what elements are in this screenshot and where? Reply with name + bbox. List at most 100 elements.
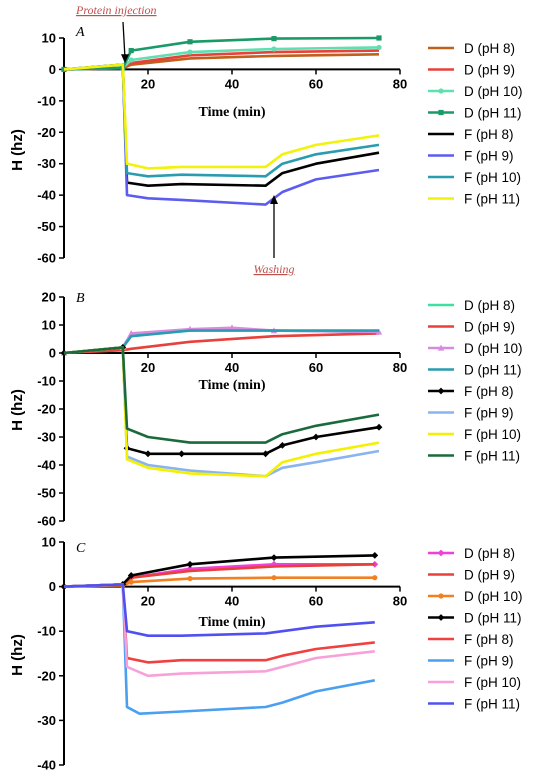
legend-label: D (pH 9) — [464, 568, 515, 583]
x-tick-label: 80 — [393, 76, 407, 91]
x-axis-label: Time (min) — [198, 378, 265, 393]
series-line — [63, 346, 380, 478]
series-line — [63, 63, 380, 170]
legend-label: F (pH 9) — [464, 406, 514, 421]
series-line — [63, 554, 375, 588]
series-f-ph-11- — [63, 63, 380, 170]
x-tick-label: 60 — [309, 594, 323, 609]
x-axis-label: Time (min) — [198, 615, 265, 630]
legend-label: F (pH 8) — [464, 127, 514, 142]
y-tick-label: -60 — [37, 251, 56, 266]
y-tick-label: 0 — [49, 579, 56, 594]
chart-panel-a: 10 0 -10 -20 -30 -40 -50 -60 20 40 60 80 Time (min) H… — [9, 3, 523, 276]
legend-label: D (pH 10) — [464, 84, 523, 99]
legend-label: D (pH 9) — [464, 320, 515, 335]
data-point — [128, 47, 134, 54]
legend-label: F (pH 11) — [464, 697, 520, 712]
annotation-arrowhead — [121, 54, 129, 64]
series-f-ph-10- — [63, 583, 375, 678]
y-tick-label: -60 — [37, 514, 56, 529]
x-tick-label: 20 — [141, 360, 155, 375]
data-point — [178, 450, 185, 458]
data-point — [271, 575, 277, 581]
y-axis-label: H (hz) — [9, 389, 26, 431]
legend-label: F (pH 10) — [464, 170, 521, 185]
data-point — [312, 433, 320, 441]
x-tick-label: 80 — [393, 360, 407, 375]
data-point — [187, 39, 193, 45]
data-point — [128, 579, 134, 585]
panel-letter: C — [76, 541, 86, 556]
series-line — [63, 583, 376, 715]
series-line — [63, 583, 375, 678]
annotation-arrowhead — [270, 195, 278, 204]
legend-marker — [438, 109, 444, 116]
data-point — [271, 46, 277, 52]
series-f-ph-10- — [63, 63, 380, 178]
y-tick-label: -20 — [37, 125, 56, 140]
legend-label: F (pH 9) — [464, 654, 514, 669]
y-axis-label: H (hz) — [9, 634, 26, 676]
data-point — [271, 36, 277, 42]
data-point — [128, 57, 134, 63]
data-point — [375, 423, 383, 431]
series-f-ph-11- — [63, 583, 375, 637]
legend-label: F (pH 8) — [464, 632, 514, 647]
y-tick-label: -40 — [37, 758, 56, 773]
y-tick-label: -50 — [37, 486, 56, 501]
data-point — [376, 35, 382, 41]
legend-marker — [437, 387, 445, 395]
legend-label: F (pH 10) — [464, 675, 521, 690]
x-tick-label: 40 — [225, 594, 239, 609]
series-line — [63, 346, 380, 444]
data-point — [376, 44, 382, 51]
y-tick-label: -10 — [37, 374, 56, 389]
y-tick-label: -20 — [37, 668, 56, 683]
legend-label: F (pH 11) — [464, 449, 520, 464]
annotation-arrow — [122, 21, 126, 59]
annotation-protein-injection: Protein injection — [75, 3, 157, 17]
series-line — [63, 346, 380, 456]
series-f-ph-11- — [63, 346, 380, 444]
legend-marker — [438, 593, 444, 599]
y-tick-label: -10 — [37, 624, 56, 639]
series-line — [63, 583, 375, 637]
data-point — [279, 442, 286, 449]
legend-label: D (pH 8) — [464, 546, 515, 561]
series-line — [63, 36, 380, 71]
y-tick-label: 20 — [42, 290, 56, 305]
y-tick-label: -30 — [37, 713, 56, 728]
panel-letter: A — [75, 25, 85, 40]
series-f-ph-10- — [63, 346, 380, 478]
data-point — [186, 560, 194, 568]
y-tick-label: 10 — [42, 31, 56, 46]
legend-label: D (pH 10) — [464, 589, 523, 604]
data-point — [61, 66, 67, 73]
series-f-ph-9- — [63, 583, 376, 715]
series-line — [63, 63, 380, 178]
x-axis-label: Time (min) — [198, 105, 265, 120]
y-tick-label: -40 — [37, 458, 56, 473]
legend-label: D (pH 11) — [464, 363, 522, 378]
y-tick-label: 10 — [42, 535, 56, 550]
x-tick-label: 40 — [225, 76, 239, 91]
annotation-washing: Washing — [254, 262, 295, 276]
legend-label: D (pH 10) — [464, 341, 523, 356]
data-point — [372, 575, 378, 581]
y-axis-label: H (hz) — [9, 129, 26, 171]
legend-label: F (pH 8) — [464, 384, 514, 399]
series-line — [63, 563, 375, 588]
data-point — [371, 551, 379, 559]
series-f-ph-8- — [60, 344, 383, 458]
y-tick-label: -50 — [37, 219, 56, 234]
data-point — [187, 575, 193, 582]
data-point — [228, 324, 236, 331]
legend-label: D (pH 8) — [464, 298, 515, 313]
legend-label: D (pH 11) — [464, 106, 522, 121]
legend-label: F (pH 11) — [464, 192, 520, 207]
legend-marker — [437, 549, 445, 557]
y-tick-label: 0 — [49, 346, 56, 361]
chart-panel-c: 10 0 -10 -20 -30 -40 20 40 60 80 Time (min) H (hz) C… — [9, 535, 523, 773]
y-tick-label: -30 — [37, 156, 56, 171]
